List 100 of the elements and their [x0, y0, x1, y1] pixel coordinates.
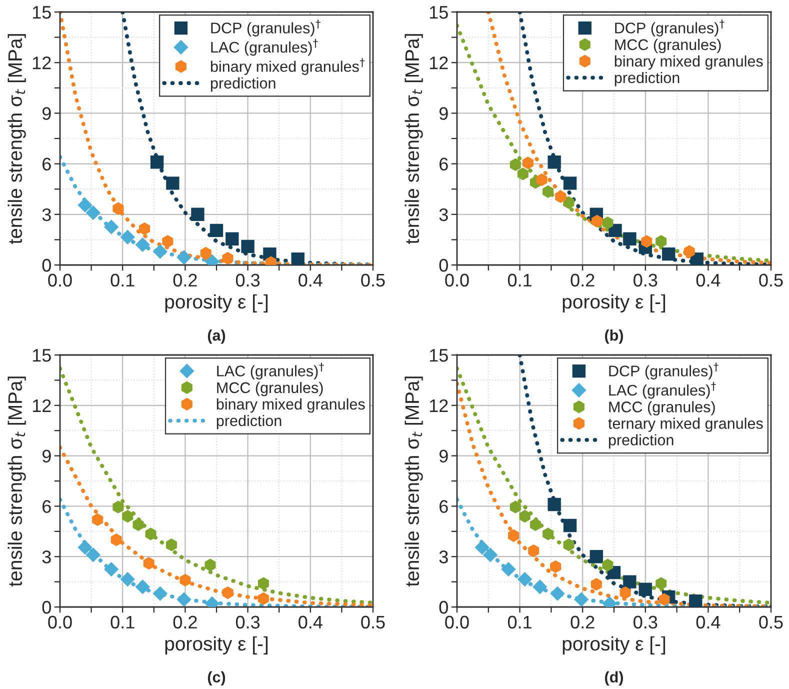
legend-label: prediction	[614, 72, 680, 86]
point	[110, 534, 122, 546]
y-axis-title: tensile strength σ$_{t}$ [MPa]	[404, 34, 423, 244]
point	[475, 540, 490, 554]
point	[689, 594, 702, 607]
point	[623, 232, 636, 246]
point	[641, 235, 652, 248]
text: (b)	[605, 330, 623, 344]
point	[550, 586, 565, 601]
point	[132, 518, 144, 531]
point	[519, 510, 530, 523]
point	[530, 518, 542, 531]
point	[136, 580, 150, 594]
y-tick-label: 3	[42, 550, 51, 564]
point	[510, 500, 521, 514]
y-tick-label: 9	[42, 450, 51, 463]
point	[78, 540, 92, 554]
point	[517, 168, 528, 180]
point	[532, 580, 547, 594]
point	[222, 586, 234, 599]
point	[291, 252, 304, 265]
x-tick-label: 0.5	[759, 616, 783, 629]
y-tick-label: 12	[32, 399, 51, 412]
point	[153, 244, 168, 259]
point	[78, 198, 92, 212]
legend-label: MCC (granules)	[615, 38, 721, 54]
point	[690, 252, 704, 265]
legend-label: ternary mixed granules	[608, 418, 763, 432]
legend-label: prediction	[608, 434, 674, 448]
point	[528, 544, 540, 557]
point	[620, 586, 631, 599]
x-tick-label: 0.1	[110, 274, 134, 287]
x-tick-label: 0.2	[173, 274, 197, 287]
y-tick-label: 3	[439, 208, 448, 222]
legend-label: DCP (granules)$^{†}$	[609, 362, 718, 380]
point	[143, 557, 154, 570]
y-tick-label: 15	[430, 6, 448, 19]
y-axis-title: tensile strength σ$_{t}$ [MPa]	[404, 376, 423, 586]
x-tick-label: 0.4	[298, 274, 322, 287]
point	[112, 202, 124, 215]
point	[592, 214, 603, 228]
x-axis-title: porosity ε [-]	[165, 636, 268, 654]
point	[658, 593, 670, 606]
point	[176, 250, 192, 264]
point	[145, 528, 156, 540]
point	[176, 592, 192, 607]
point	[508, 529, 520, 542]
x-tick-label: 0.2	[173, 616, 197, 629]
point	[122, 510, 134, 523]
legend-label: prediction	[216, 414, 282, 430]
point	[104, 562, 118, 576]
point	[120, 572, 135, 586]
point	[258, 577, 269, 590]
line-series	[60, 12, 373, 265]
point	[139, 222, 150, 235]
x-tick-label: 0.0	[445, 274, 469, 287]
y-tick-label: 9	[42, 107, 51, 120]
x-tick-label: 0.3	[236, 274, 260, 287]
x-tick-label: 0.0	[445, 616, 469, 629]
x-tick-label: 0.3	[634, 616, 658, 629]
y-tick-label: 9	[439, 450, 448, 463]
legend-label: MCC (granules)	[609, 401, 715, 416]
point	[602, 216, 614, 230]
legend-label: LAC (granules)$^{†}$	[217, 362, 324, 380]
point	[522, 156, 534, 170]
point	[602, 558, 614, 572]
x-tick-label: 0.3	[634, 274, 658, 287]
x-tick-label: 0.2	[570, 616, 594, 629]
x-tick-label: 0.0	[48, 274, 72, 287]
point	[166, 176, 180, 190]
point	[638, 582, 652, 596]
point	[684, 245, 695, 258]
point	[574, 592, 588, 607]
y-tick-label: 12	[430, 399, 448, 412]
point	[104, 220, 118, 234]
x-tick-label: 0.3	[236, 616, 260, 629]
y-tick-label: 12	[430, 56, 448, 70]
point	[150, 156, 164, 169]
y-tick-label: 3	[439, 550, 448, 564]
y-tick-label: 6	[42, 158, 51, 171]
y-tick-label: 0	[439, 600, 448, 614]
point	[590, 578, 602, 591]
point	[200, 246, 212, 260]
text: (c)	[208, 671, 226, 686]
point	[112, 500, 124, 514]
point	[656, 577, 667, 590]
x-tick-label: 0.1	[110, 616, 134, 629]
point	[662, 247, 676, 261]
legend-label: MCC (granules)	[217, 382, 323, 396]
point	[563, 196, 574, 209]
x-tick-label: 0.4	[696, 616, 720, 629]
point	[191, 208, 204, 221]
point	[548, 498, 561, 512]
point	[555, 190, 566, 203]
point	[258, 592, 269, 605]
point	[563, 518, 577, 532]
point	[590, 550, 604, 564]
point	[542, 528, 554, 540]
point	[241, 240, 254, 254]
point	[86, 548, 100, 562]
